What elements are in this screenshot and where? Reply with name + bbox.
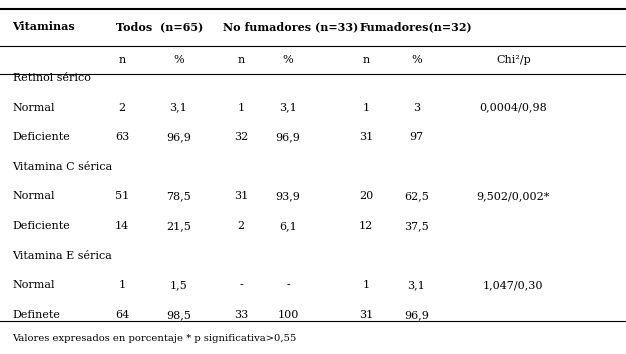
Text: Vitamina C sérica: Vitamina C sérica — [13, 162, 113, 172]
Text: 31: 31 — [359, 132, 373, 142]
Text: 1: 1 — [362, 103, 370, 113]
Text: %: % — [283, 55, 293, 65]
Text: %: % — [173, 55, 183, 65]
Text: Definete: Definete — [13, 310, 60, 320]
Text: 31: 31 — [234, 192, 248, 201]
Text: 37,5: 37,5 — [404, 221, 429, 231]
Text: Vitaminas: Vitaminas — [13, 21, 75, 32]
Text: 2: 2 — [237, 221, 245, 231]
Text: Normal: Normal — [13, 280, 55, 290]
Text: %: % — [411, 55, 421, 65]
Text: 6,1: 6,1 — [279, 221, 297, 231]
Text: 63: 63 — [115, 132, 129, 142]
Text: 9,502/0,002*: 9,502/0,002* — [476, 192, 550, 201]
Text: 12: 12 — [359, 221, 373, 231]
Text: 64: 64 — [115, 310, 129, 320]
Text: 100: 100 — [277, 310, 299, 320]
Text: -: - — [286, 280, 290, 290]
Text: 96,9: 96,9 — [404, 310, 429, 320]
Text: Vitamina E sérica: Vitamina E sérica — [13, 251, 113, 261]
Text: Retinol sérico: Retinol sérico — [13, 73, 90, 83]
Text: No fumadores (n=33): No fumadores (n=33) — [223, 21, 359, 32]
Text: 78,5: 78,5 — [166, 192, 191, 201]
Text: 33: 33 — [234, 310, 248, 320]
Text: Normal: Normal — [13, 103, 55, 113]
Text: 93,9: 93,9 — [275, 192, 300, 201]
Text: 96,9: 96,9 — [166, 132, 191, 142]
Text: 3,1: 3,1 — [170, 103, 187, 113]
Text: Todos  (n=65): Todos (n=65) — [116, 21, 203, 32]
Text: Normal: Normal — [13, 192, 55, 201]
Text: 1: 1 — [362, 280, 370, 290]
Text: 51: 51 — [115, 192, 129, 201]
Text: 1: 1 — [118, 280, 126, 290]
Text: 0,0004/0,98: 0,0004/0,98 — [480, 103, 547, 113]
Text: 96,9: 96,9 — [275, 132, 300, 142]
Text: 2: 2 — [118, 103, 126, 113]
Text: n: n — [362, 55, 370, 65]
Text: -: - — [239, 280, 243, 290]
Text: 97: 97 — [409, 132, 423, 142]
Text: Chi²/p: Chi²/p — [496, 55, 531, 65]
Text: Deficiente: Deficiente — [13, 221, 70, 231]
Text: 21,5: 21,5 — [166, 221, 191, 231]
Text: Valores expresados en porcentaje * p significativa>0,55: Valores expresados en porcentaje * p sig… — [13, 333, 297, 343]
Text: 1: 1 — [237, 103, 245, 113]
Text: 14: 14 — [115, 221, 129, 231]
Text: 31: 31 — [359, 310, 373, 320]
Text: 3: 3 — [413, 103, 420, 113]
Text: 20: 20 — [359, 192, 373, 201]
Text: Fumadores(n=32): Fumadores(n=32) — [360, 21, 473, 32]
Text: n: n — [237, 55, 245, 65]
Text: 98,5: 98,5 — [166, 310, 191, 320]
Text: 1,5: 1,5 — [170, 280, 187, 290]
Text: Deficiente: Deficiente — [13, 132, 70, 142]
Text: 3,1: 3,1 — [279, 103, 297, 113]
Text: 1,047/0,30: 1,047/0,30 — [483, 280, 543, 290]
Text: 32: 32 — [234, 132, 248, 142]
Text: n: n — [118, 55, 126, 65]
Text: 3,1: 3,1 — [408, 280, 425, 290]
Text: 62,5: 62,5 — [404, 192, 429, 201]
